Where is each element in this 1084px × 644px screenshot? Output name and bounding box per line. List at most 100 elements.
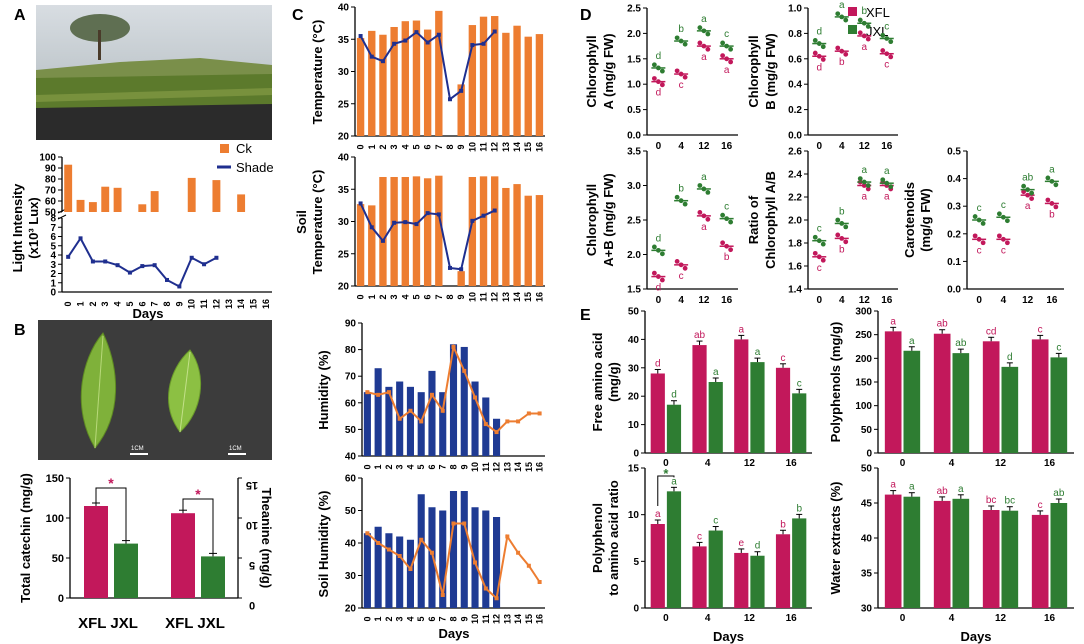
humidity-y-axis-title: Humidity (%) bbox=[316, 350, 331, 429]
humidity-y-tick-label: 60 bbox=[345, 398, 357, 409]
pa-ratio-xfl-sig-letter: b bbox=[780, 519, 786, 530]
polyphenols-y-tick-label: 150 bbox=[855, 378, 872, 389]
chl-b-y-tick-label: 0.6 bbox=[788, 54, 802, 65]
light-y-tick-label: 0 bbox=[50, 288, 56, 299]
chl-b-y-tick-label: 1.0 bbox=[788, 4, 802, 15]
soil-humidity-line-point bbox=[440, 593, 445, 597]
polyphenols-xfl-sig-letter: cd bbox=[986, 326, 997, 337]
water-extracts-xfl-bar bbox=[933, 500, 951, 608]
soil-humidity-x-tick-label: 1 bbox=[373, 616, 383, 621]
chl-b-xfl-point bbox=[888, 54, 894, 60]
chl-ab-xfl-sig-letter: c bbox=[679, 271, 684, 282]
water-extracts-jxl-bar bbox=[903, 496, 921, 608]
pa-ratio-xfl-bar bbox=[775, 534, 791, 608]
polyphenols-y-tick-label: 300 bbox=[855, 307, 872, 318]
panel-letter-b: B bbox=[14, 322, 26, 339]
light-ck-bar bbox=[101, 186, 110, 212]
catechin-y-axis-title: Total catechin (mg/g) bbox=[18, 473, 33, 603]
humidity-y-tick-label: 70 bbox=[345, 372, 357, 383]
chl-a-jxl-sig-letter: c bbox=[724, 29, 729, 40]
polyphenols-jxl-sig-letter: d bbox=[1007, 352, 1013, 363]
humidity-line-point bbox=[419, 419, 424, 424]
chl-b-jxl-sig-letter: a bbox=[839, 0, 845, 11]
light-x-tick-label: 15 bbox=[248, 299, 258, 309]
soil-temp-x-tick-label: 8 bbox=[445, 294, 455, 299]
air-temp-bar bbox=[468, 25, 477, 137]
humidity-line-point bbox=[505, 419, 510, 424]
chl-ratio-y-tick-label: 2.0 bbox=[788, 216, 802, 227]
chl-a-xfl-point bbox=[697, 40, 703, 46]
light-ck-bar bbox=[237, 194, 246, 212]
soil-humidity-bar bbox=[471, 507, 479, 608]
humidity-x-tick-label: 1 bbox=[373, 464, 383, 469]
air-temp-x-tick-label: 4 bbox=[400, 144, 410, 149]
air-temp-y-tick-label: 30 bbox=[338, 67, 350, 78]
light-x-tick-label: 16 bbox=[261, 299, 271, 309]
soil-temp-x-tick-label: 13 bbox=[501, 292, 511, 302]
chl-ab-xfl-sig-letter: d bbox=[656, 283, 662, 294]
chl-ratio-y-tick-label: 2.2 bbox=[788, 193, 802, 204]
panel-letter-c: C bbox=[292, 7, 304, 24]
polyphenols-y-tick-label: 250 bbox=[855, 330, 872, 341]
humidity-line-point bbox=[397, 416, 402, 421]
soil-humidity-line-point bbox=[516, 550, 521, 555]
soil-temp-bar bbox=[412, 176, 421, 286]
humidity-line-point bbox=[494, 430, 499, 435]
pa-ratio-xfl-bar bbox=[650, 524, 665, 608]
chl-b-x-tick-label: 4 bbox=[839, 141, 845, 152]
chl-b-jxl-point bbox=[888, 39, 894, 45]
light-x-tick-label: 2 bbox=[88, 301, 98, 306]
water-extracts-jxl-bar bbox=[1050, 503, 1068, 608]
chl-ab-y-tick-label: 2.0 bbox=[627, 250, 641, 261]
chl-a-xfl-point bbox=[728, 59, 734, 65]
chl-ratio-jxl-point bbox=[843, 224, 849, 230]
chl-a-jxl-point bbox=[651, 62, 657, 68]
chl-a-x-tick-label: 12 bbox=[698, 141, 710, 152]
chl-b-jxl-sig-letter: c bbox=[884, 21, 889, 32]
pa-ratio-jxl-sig-letter: b bbox=[796, 503, 802, 514]
soil-humidity-line-point bbox=[537, 580, 542, 584]
air-temp-bar bbox=[457, 84, 465, 136]
chl-b-xfl-point bbox=[835, 45, 841, 51]
soil-temp-y-tick-label: 20 bbox=[338, 282, 350, 293]
amino-acid-x-tick-label: 4 bbox=[705, 458, 711, 469]
amino-acid-y-tick-label: 10 bbox=[628, 420, 640, 431]
chl-a-xfl-point bbox=[705, 46, 711, 52]
soil-temp-bar bbox=[379, 176, 387, 286]
water-extracts-jxl-sig-letter: a bbox=[958, 484, 964, 495]
carotenoids-xfl-point bbox=[1053, 204, 1059, 210]
water-extracts-y-tick-label: 35 bbox=[861, 569, 873, 580]
chl-ab-xfl-point bbox=[728, 247, 734, 253]
chl-ab-x-tick-label: 4 bbox=[678, 295, 684, 306]
amino-acid-jxl-bar bbox=[750, 362, 765, 453]
chl-b-jxl-point bbox=[812, 37, 818, 43]
light-ck-bar bbox=[113, 187, 122, 212]
soil-temp-bar bbox=[356, 204, 365, 286]
legend-xfl-swatch bbox=[848, 7, 857, 16]
humidity-x-tick-label: 5 bbox=[416, 464, 426, 469]
chl-b-xfl-point bbox=[865, 36, 871, 42]
pa-ratio-y-tick-label: 10 bbox=[628, 510, 640, 521]
soil-humidity-bar bbox=[439, 510, 447, 608]
leaf-photo: 1CM 1CM bbox=[38, 320, 272, 460]
pa-ratio-y-axis-title: Polyphenol bbox=[590, 503, 605, 573]
light-x-tick-label: 12 bbox=[211, 299, 221, 309]
air-temp-line-point bbox=[392, 41, 397, 46]
soil-humidity-x-tick-label: 15 bbox=[524, 614, 534, 624]
chl-ratio-x-tick-label: 4 bbox=[839, 295, 845, 306]
chl-a-xfl-point bbox=[674, 68, 680, 74]
light-x-tick-label: 7 bbox=[150, 301, 160, 306]
chl-ab-xfl-point bbox=[705, 216, 711, 222]
chl-a-y-tick-label: 2.5 bbox=[627, 4, 641, 15]
chl-b-jxl-point bbox=[835, 11, 841, 17]
air-temp-bar bbox=[356, 37, 365, 136]
air-temp-x-tick-label: 5 bbox=[411, 144, 421, 149]
chl-ratio-y-tick-label: 2.6 bbox=[788, 147, 802, 158]
soil-temp-bar bbox=[401, 176, 409, 286]
chl-ratio-jxl-sig-letter: b bbox=[839, 206, 845, 217]
light-y-tick-label: 2 bbox=[50, 269, 56, 280]
chl-b-xfl-point bbox=[812, 50, 818, 56]
catechin-sig-bracket bbox=[95, 487, 127, 542]
carotenoids-jxl-sig-letter: c bbox=[1001, 200, 1006, 211]
chl-a-jxl-point bbox=[728, 46, 734, 52]
